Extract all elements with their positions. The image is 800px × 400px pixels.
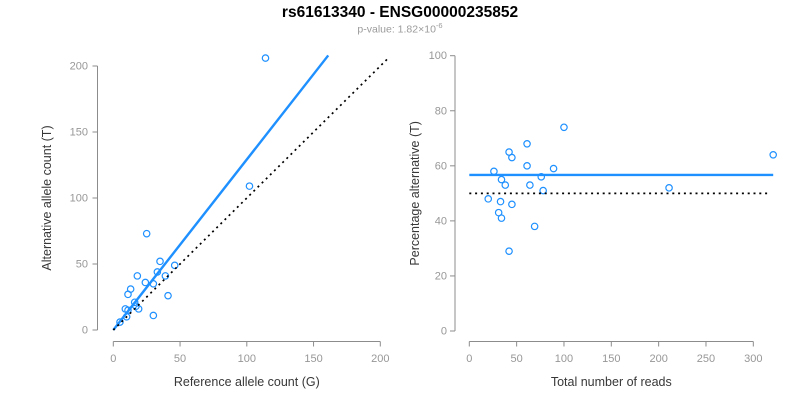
identity-line [112,57,389,331]
data-point [484,195,493,203]
data-point [116,318,124,326]
data-point [497,214,506,222]
figure-subtitle: p-value: 1.82×10-6 [0,21,800,36]
y-tick-label: 0 [82,325,88,337]
data-point [549,164,558,173]
data-point [490,167,498,176]
x-tick-label: 300 [744,353,762,365]
data-point [505,247,513,255]
data-point [665,184,673,192]
data-point [170,261,179,270]
data-point [523,162,531,170]
data-point [496,197,505,206]
x-axis-title: Total number of reads [551,375,672,389]
data-point [769,151,778,159]
data-point [261,54,270,62]
data-point [141,278,150,287]
y-tick-label: 20 [435,270,447,282]
data-point [523,139,531,148]
x-tick-label: 50 [174,353,186,365]
y-tick-label: 100 [429,50,447,62]
x-tick-label: 200 [649,353,667,365]
y-tick-label: 0 [441,326,447,338]
x-tick-label: 150 [602,353,620,365]
y-tick-label: 60 [435,160,447,172]
data-point [537,173,546,181]
data-point [124,290,132,299]
p-value-exponent: -6 [435,21,443,30]
x-tick-label: 100 [238,353,256,365]
p-value-text: p-value: 1.82×10 [357,23,436,36]
data-point [508,153,516,162]
data-point [130,298,139,307]
data-point [530,222,539,231]
data-point [560,123,568,132]
y-axis-title: Alternative allele count (T) [40,125,54,270]
x-tick-label: 250 [697,353,715,365]
data-point [142,229,151,238]
data-point [133,272,142,280]
x-axis-title: Reference allele count (G) [174,375,320,389]
x-tick-label: 0 [466,353,472,365]
data-point [539,186,547,195]
data-point [508,200,516,209]
data-point [245,182,254,190]
data-point [156,257,164,266]
y-tick-label: 80 [435,105,447,117]
percentage-scatter-chart: 0 50 100 150 200 250 300 0 20 40 60 80 100 Total numb… [408,50,778,389]
allele-count-scatter-chart: 0 50 100 150 200 0 50 100 150 200 Reference allele… [40,54,389,389]
data-point [526,181,534,189]
y-tick-label: 100 [70,193,88,205]
figure-title: rs61613340 - ENSG00000235852 [281,4,519,21]
x-tick-label: 100 [555,353,573,365]
y-tick-label: 200 [70,61,88,73]
y-axis-title: Percentage alternative (T) [408,121,422,266]
x-tick-label: 50 [511,353,523,365]
regression-line [112,54,330,331]
data-point [149,311,158,320]
data-point [164,291,172,300]
x-tick-label: 0 [110,353,116,365]
x-tick-label: 200 [371,353,389,365]
data-point [497,175,506,184]
y-tick-label: 50 [76,259,88,271]
y-tick-label: 40 [435,215,447,227]
data-point [501,181,510,189]
y-tick-label: 150 [70,127,88,139]
x-tick-label: 150 [304,353,322,365]
charts-row: 0 50 100 150 200 0 50 100 150 200 Reference allele… [0,40,800,400]
